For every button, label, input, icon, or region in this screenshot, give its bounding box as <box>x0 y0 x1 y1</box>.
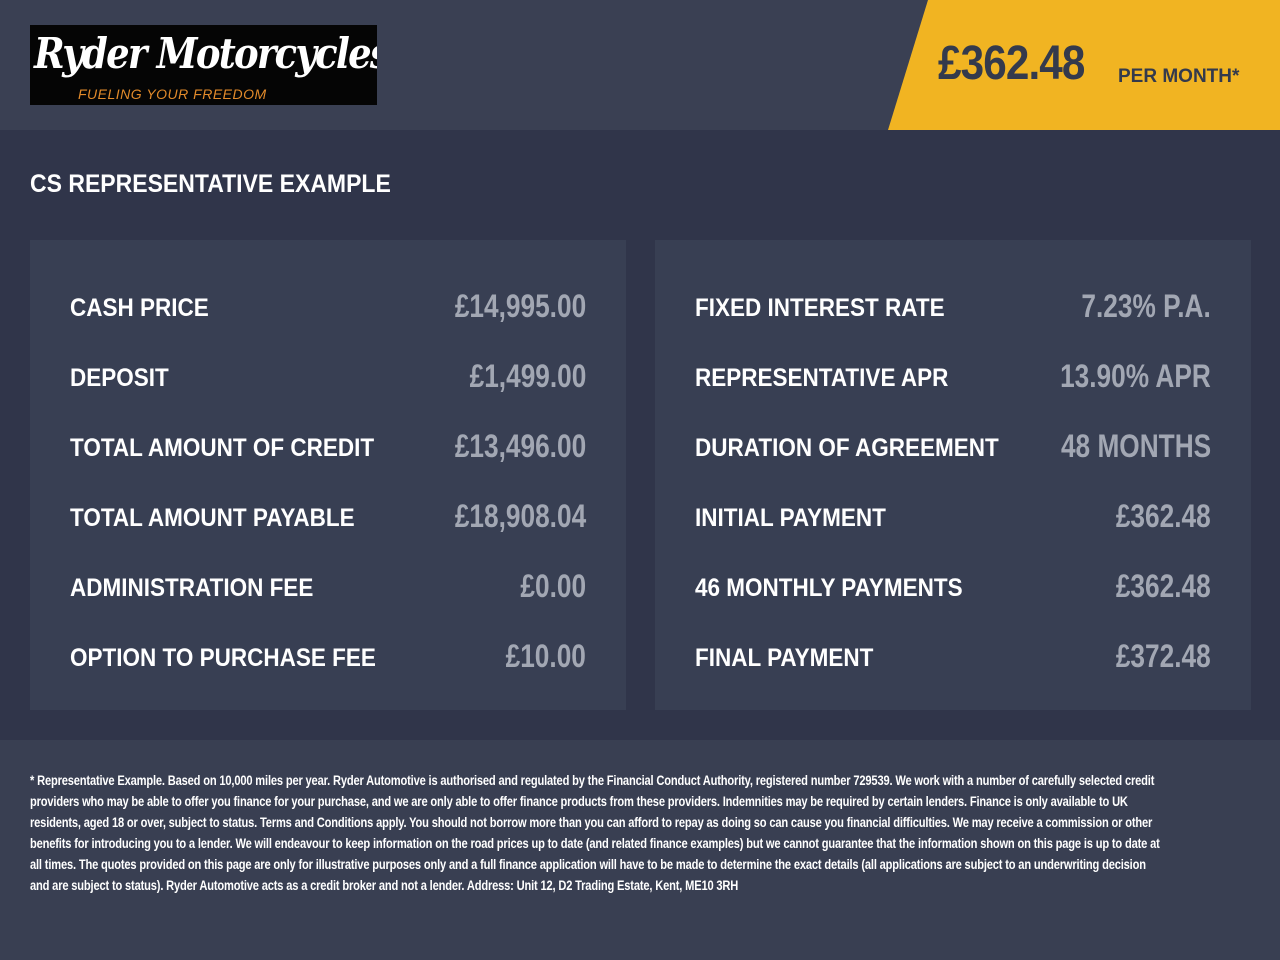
row-value: £362.48 <box>1116 498 1211 534</box>
row-label: CASH PRICE <box>70 294 209 322</box>
row-label: OPTION TO PURCHASE FEE <box>70 644 376 672</box>
row-deposit: DEPOSIT £1,499.00 <box>70 356 586 396</box>
row-value: £0.00 <box>520 568 586 604</box>
row-apr: REPRESENTATIVE APR 13.90% APR <box>695 356 1211 396</box>
row-admin-fee: ADMINISTRATION FEE £0.00 <box>70 566 586 606</box>
row-total-credit: TOTAL AMOUNT OF CREDIT £13,496.00 <box>70 426 586 466</box>
monthly-price-banner: £362.48 PER MONTH* <box>888 0 1280 130</box>
row-initial-payment: INITIAL PAYMENT £362.48 <box>695 496 1211 536</box>
row-cash-price: CASH PRICE £14,995.00 <box>70 286 586 326</box>
row-interest-rate: FIXED INTEREST RATE 7.23% P.A. <box>695 286 1211 326</box>
row-label: TOTAL AMOUNT OF CREDIT <box>70 434 375 462</box>
row-value: £1,499.00 <box>469 358 586 394</box>
row-value: 48 MONTHS <box>1060 428 1211 464</box>
row-label: DURATION OF AGREEMENT <box>695 434 999 462</box>
logo-tagline: FUELING YOUR FREEDOM <box>78 86 267 102</box>
row-total-payable: TOTAL AMOUNT PAYABLE £18,908.04 <box>70 496 586 536</box>
per-month-label: PER MONTH* <box>1118 66 1240 87</box>
footer: * Representative Example. Based on 10,00… <box>0 740 1280 960</box>
row-label: TOTAL AMOUNT PAYABLE <box>70 504 355 532</box>
disclaimer-text: * Representative Example. Based on 10,00… <box>30 773 1160 893</box>
row-value: 7.23% P.A. <box>1081 288 1211 324</box>
row-label: 46 MONTHLY PAYMENTS <box>695 574 963 602</box>
row-monthly-payments: 46 MONTHLY PAYMENTS £362.48 <box>695 566 1211 606</box>
row-value: £372.48 <box>1116 638 1211 674</box>
row-value: £14,995.00 <box>454 288 586 324</box>
section-title: CS REPRESENTATIVE EXAMPLE <box>30 170 391 198</box>
row-duration: DURATION OF AGREEMENT 48 MONTHS <box>695 426 1211 466</box>
logo-wordmark: Ryder Motorcycles <box>34 29 377 78</box>
ryder-motorcycles-logo: Ryder Motorcycles FUELING YOUR FREEDOM <box>30 25 377 105</box>
row-label: INITIAL PAYMENT <box>695 504 886 532</box>
row-label: FIXED INTEREST RATE <box>695 294 945 322</box>
row-label: DEPOSIT <box>70 364 169 392</box>
finance-panel-left: CASH PRICE £14,995.00 DEPOSIT £1,499.00 TO… <box>30 240 626 710</box>
row-label: REPRESENTATIVE APR <box>695 364 949 392</box>
monthly-price: £362.48 <box>938 37 1085 90</box>
finance-panel-right: FIXED INTEREST RATE 7.23% P.A. REPRESENTA… <box>655 240 1251 710</box>
row-value: £13,496.00 <box>454 428 586 464</box>
row-value: 13.90% APR <box>1060 358 1211 394</box>
row-label: FINAL PAYMENT <box>695 644 874 672</box>
row-label: ADMINISTRATION FEE <box>70 574 314 602</box>
row-option-fee: OPTION TO PURCHASE FEE £10.00 <box>70 636 586 676</box>
row-value: £362.48 <box>1116 568 1211 604</box>
row-value: £18,908.04 <box>454 498 586 534</box>
row-value: £10.00 <box>505 638 586 674</box>
header: Ryder Motorcycles FUELING YOUR FREEDOM £… <box>0 0 1280 130</box>
row-final-payment: FINAL PAYMENT £372.48 <box>695 636 1211 676</box>
